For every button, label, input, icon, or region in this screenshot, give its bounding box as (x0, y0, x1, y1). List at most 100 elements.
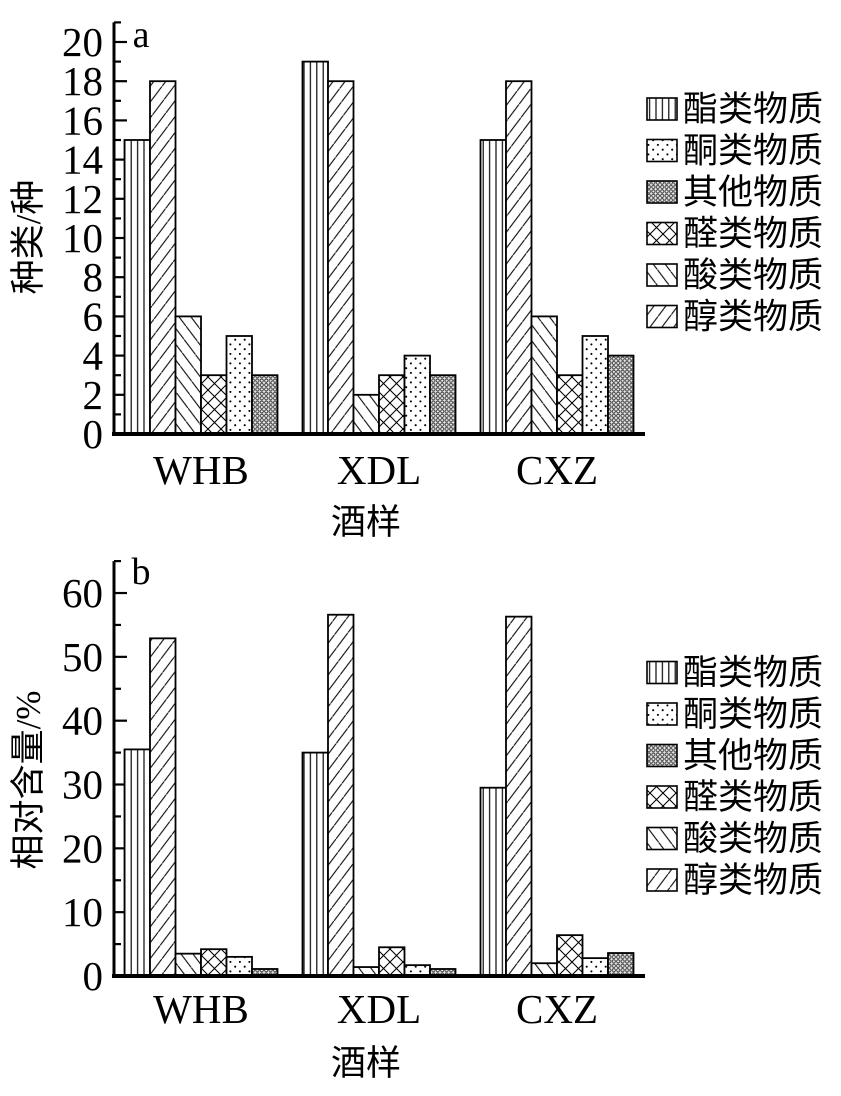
y-tick-label: 20 (62, 825, 103, 871)
bar (581, 957, 609, 977)
bar (556, 374, 584, 435)
y-tick-label: 18 (62, 58, 103, 104)
bar (403, 354, 431, 435)
bar (200, 374, 228, 435)
bar (149, 637, 177, 977)
legend-swatch (646, 660, 678, 685)
legend-label: 醛类物质 (683, 778, 823, 817)
y-tick-label: 10 (62, 889, 103, 935)
category-label: WHB (153, 986, 249, 1032)
legend-label: 醇类物质 (683, 298, 823, 337)
bar (352, 393, 380, 435)
y-tick-label: 2 (83, 372, 104, 418)
legend-label: 其他物质 (683, 173, 823, 212)
legend-swatch (646, 702, 678, 726)
legend-label: 酸类物质 (683, 256, 823, 295)
bar (530, 315, 558, 435)
legend-label: 酯类物质 (683, 654, 823, 693)
y-tick-label: 0 (83, 411, 104, 457)
legend-item: 其他物质 (646, 173, 823, 212)
legend-item: 酮类物质 (646, 132, 823, 171)
legend-item: 醛类物质 (646, 778, 823, 817)
bar (174, 952, 202, 977)
legend-swatch (646, 868, 678, 892)
legend-label: 酮类物质 (683, 695, 823, 734)
legend-swatch (646, 180, 678, 204)
bar (556, 934, 584, 977)
legend-label: 酮类物质 (683, 132, 823, 171)
bar (607, 354, 635, 435)
bar (174, 315, 202, 435)
legend-item: 醇类物质 (646, 861, 823, 900)
x-axis-title: 酒样 (331, 1044, 401, 1083)
bar (225, 335, 253, 435)
legend-swatch (646, 221, 678, 246)
chart-panel-b: 0 10 20 30 40 50 60 WHB XDL CXZ 酒样 相对含量/% b 酯类物质酮类物质其… (9, 551, 823, 1083)
bar (301, 751, 329, 977)
legend-item: 其他物质 (646, 737, 823, 776)
y-tick-label: 40 (62, 698, 103, 744)
y-tick-label: 30 (62, 762, 103, 808)
category-label: XDL (337, 447, 421, 493)
legend-item: 醇类物质 (646, 298, 823, 337)
bar (327, 80, 355, 435)
bar (301, 60, 329, 435)
bar (378, 374, 406, 435)
legend-item: 酸类物质 (646, 256, 823, 295)
bar (251, 374, 279, 435)
y-tick-label: 60 (62, 570, 103, 616)
legend-swatch (646, 743, 678, 768)
legend-swatch (646, 304, 678, 329)
bar (225, 955, 253, 977)
y-tick-label: 14 (62, 137, 103, 183)
bar (479, 139, 507, 435)
panel-label: b (132, 551, 151, 593)
bar (123, 748, 151, 977)
bar (505, 615, 533, 977)
y-tick-label: 10 (62, 215, 103, 261)
legend-item: 酸类物质 (646, 820, 823, 859)
legend-label: 酸类物质 (683, 820, 823, 859)
bar (123, 139, 151, 435)
legend-label: 醛类物质 (683, 215, 823, 254)
panel-label: a (133, 14, 150, 56)
y-axis-title: 相对含量/% (9, 691, 48, 870)
legend-label: 醇类物质 (683, 861, 823, 900)
legend-swatch (646, 826, 678, 851)
legend-label: 其他物质 (683, 737, 823, 776)
bar (378, 946, 406, 977)
legend-item: 酯类物质 (646, 654, 823, 693)
legend-swatch (646, 263, 678, 287)
y-tick-label: 20 (62, 19, 103, 65)
legend-label: 酯类物质 (683, 90, 823, 129)
category-label: CXZ (516, 447, 598, 493)
bar (429, 374, 457, 435)
legend-item: 酮类物质 (646, 695, 823, 734)
bar (327, 613, 355, 977)
legend-swatch (646, 785, 678, 809)
bar (149, 80, 177, 435)
bar (200, 948, 228, 977)
bar (581, 335, 609, 435)
legend-swatch (646, 138, 678, 163)
x-axis-title: 酒样 (331, 503, 401, 542)
y-tick-label: 6 (83, 293, 104, 339)
legend-item: 醛类物质 (646, 215, 823, 254)
category-label: XDL (337, 986, 421, 1032)
category-label: WHB (153, 447, 249, 493)
bar (607, 952, 635, 977)
y-tick-label: 16 (62, 97, 103, 143)
legend-item: 酯类物质 (646, 90, 823, 129)
y-tick-label: 4 (83, 333, 104, 379)
y-axis-title: 种类/种 (9, 180, 48, 295)
category-label: CXZ (516, 986, 598, 1032)
y-tick-label: 8 (83, 254, 104, 300)
bar (479, 786, 507, 977)
bar (505, 80, 533, 435)
legend-swatch (646, 97, 678, 121)
y-tick-label: 50 (62, 634, 103, 680)
y-tick-label: 12 (62, 176, 103, 222)
